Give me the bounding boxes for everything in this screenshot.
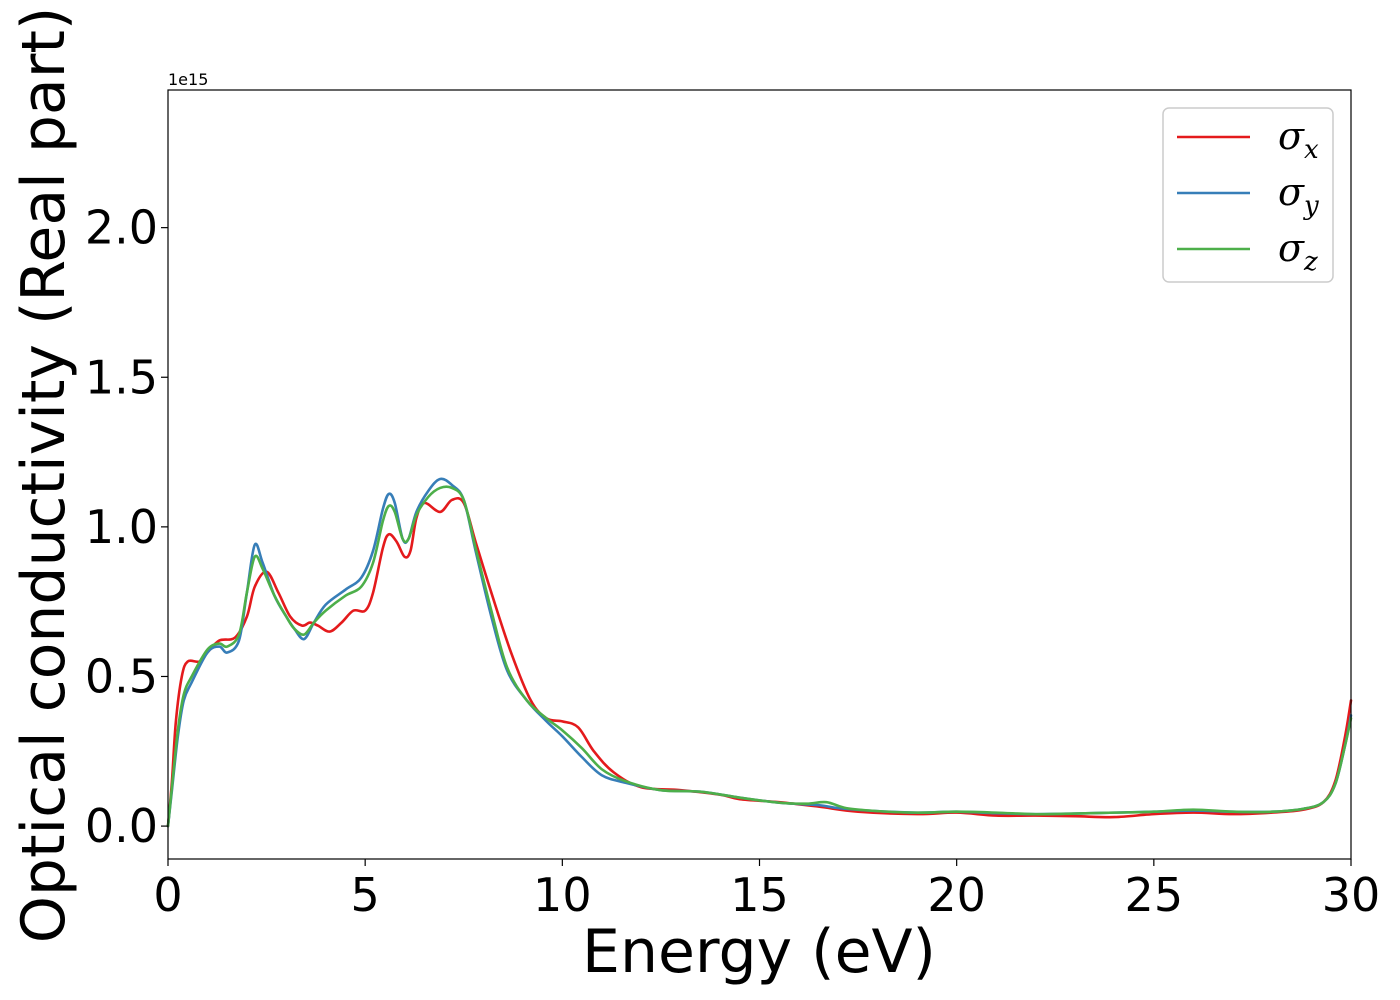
legend-label-x: σx: [1278, 114, 1319, 165]
x-tick-label: 5: [351, 868, 380, 922]
y-tick-label: 1.0: [85, 500, 158, 554]
axis-ticks: 0 5 10 15 20 25 30 0.0 0.5 1.0 1.5 2.0: [85, 201, 1380, 922]
x-tick-label: 15: [730, 868, 789, 922]
y-tick-label: 0.5: [85, 649, 158, 703]
y-tick-label: 2.0: [85, 201, 158, 255]
x-tick-label: 20: [927, 868, 986, 922]
x-tick-label: 30: [1322, 868, 1381, 922]
series-lines: [166, 477, 1353, 828]
series-line-z: [166, 485, 1353, 828]
y-axis-label: Optical conductivity (Real part): [9, 7, 79, 944]
x-tick-label: 10: [533, 868, 592, 922]
y-tick-label: 1.5: [85, 350, 158, 404]
x-tick-label: 25: [1125, 868, 1184, 922]
legend-frame: [1162, 107, 1334, 283]
y-tick-label: 0.0: [85, 799, 158, 853]
x-tick-label: 0: [153, 868, 182, 922]
x-axis-label: Energy (eV): [582, 917, 936, 987]
y-offset-label: 1e15: [168, 70, 208, 89]
